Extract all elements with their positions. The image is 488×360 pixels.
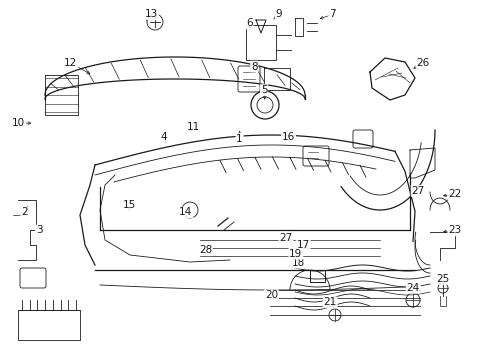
Text: 15: 15 — [122, 200, 136, 210]
Circle shape — [147, 14, 163, 30]
Text: 8: 8 — [250, 62, 257, 72]
Circle shape — [257, 97, 272, 113]
FancyBboxPatch shape — [238, 66, 260, 92]
Text: 18: 18 — [291, 258, 305, 268]
Text: 1: 1 — [236, 134, 243, 144]
Text: 22: 22 — [447, 189, 461, 199]
Text: 7: 7 — [328, 9, 335, 19]
Text: 3: 3 — [36, 225, 42, 235]
Text: 13: 13 — [144, 9, 158, 19]
FancyBboxPatch shape — [352, 130, 372, 148]
Circle shape — [437, 283, 447, 293]
Text: 20: 20 — [264, 290, 277, 300]
Text: 21: 21 — [323, 297, 336, 307]
Text: 12: 12 — [64, 58, 78, 68]
Text: 6: 6 — [245, 18, 252, 28]
FancyBboxPatch shape — [20, 268, 46, 288]
FancyBboxPatch shape — [303, 146, 328, 166]
Text: 14: 14 — [179, 207, 192, 217]
Text: 25: 25 — [435, 274, 448, 284]
Text: 19: 19 — [288, 249, 302, 259]
Circle shape — [182, 202, 198, 218]
Text: 27: 27 — [410, 186, 424, 196]
Circle shape — [250, 91, 279, 119]
Text: 24: 24 — [406, 283, 419, 293]
Text: 28: 28 — [198, 245, 212, 255]
Text: 9: 9 — [275, 9, 282, 19]
Text: 4: 4 — [160, 132, 167, 142]
Circle shape — [405, 293, 419, 307]
Circle shape — [328, 309, 340, 321]
Text: 16: 16 — [281, 132, 295, 142]
Text: 26: 26 — [415, 58, 429, 68]
Text: 27: 27 — [279, 233, 292, 243]
Text: 23: 23 — [447, 225, 461, 235]
Text: 2: 2 — [21, 207, 28, 217]
Text: 17: 17 — [296, 240, 309, 250]
Text: 5: 5 — [260, 85, 267, 95]
Text: 10: 10 — [12, 118, 25, 128]
Text: 11: 11 — [186, 122, 200, 132]
